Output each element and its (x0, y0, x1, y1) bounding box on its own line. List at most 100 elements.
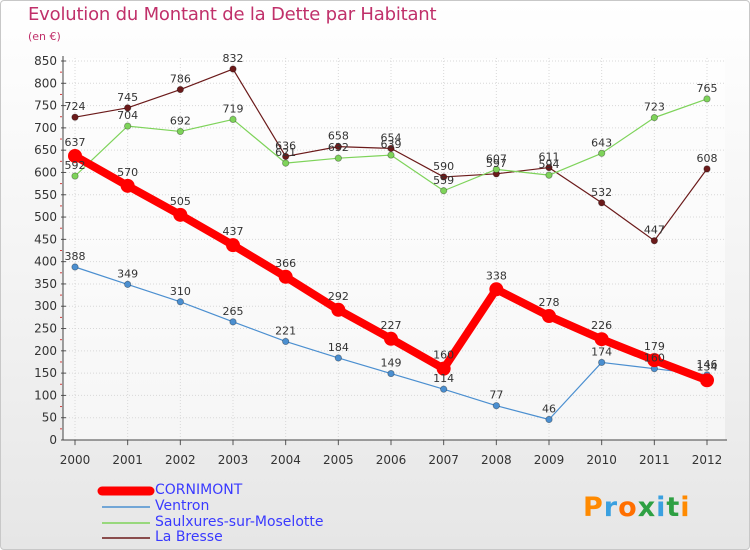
data-point (492, 165, 500, 173)
x-tick-label: 2007 (428, 453, 459, 467)
data-label: 77 (489, 389, 503, 402)
x-tick-label: 2004 (270, 453, 301, 467)
axes: 0 50 100 150 200 250 300 350 400 450 500 550 600 650 7… (34, 54, 727, 467)
y-tick-label: 0 (49, 433, 57, 447)
data-point (229, 115, 237, 124)
data-point (440, 187, 448, 195)
data-label: 146 (697, 358, 718, 371)
y-tick-label: 50 (42, 411, 57, 425)
x-tick-label: 2010 (586, 453, 617, 467)
data-label: 590 (433, 160, 454, 173)
data-point (71, 113, 79, 121)
logo-letter: r (603, 492, 619, 523)
logo-letter: i (656, 492, 667, 523)
data-point (334, 154, 342, 162)
data-label: 607 (486, 152, 507, 165)
data-point (71, 263, 79, 271)
x-tick-label: 2005 (323, 453, 354, 467)
data-point (545, 171, 553, 179)
data-label: 310 (170, 285, 191, 298)
data-point (387, 151, 395, 159)
y-tick-label: 600 (34, 165, 57, 179)
data-point (650, 237, 658, 245)
data-point (594, 332, 609, 347)
data-label: 654 (381, 131, 402, 144)
data-label: 160 (433, 349, 454, 362)
data-point (176, 85, 184, 94)
data-point (598, 358, 606, 367)
data-point (545, 415, 553, 424)
data-point (598, 199, 606, 207)
data-label: 636 (275, 139, 296, 152)
y-tick-label: 750 (34, 99, 57, 113)
data-label: 724 (65, 100, 86, 113)
data-point (229, 318, 237, 326)
y-tick-label: 700 (34, 121, 57, 135)
data-label: 388 (65, 250, 86, 263)
data-label: 597 (486, 157, 507, 170)
y-tick-label: 250 (34, 322, 57, 336)
x-tick-label: 2008 (481, 453, 512, 467)
series-group (68, 65, 714, 424)
x-tick-label: 2000 (60, 453, 91, 467)
data-label: 632 (328, 141, 349, 154)
logo-letter: x (637, 492, 657, 523)
data-point (436, 361, 451, 376)
y-tick-label: 350 (34, 277, 57, 291)
x-tick-label: 2012 (692, 453, 723, 467)
data-point (489, 282, 504, 297)
data-label: 637 (65, 136, 86, 149)
data-point (124, 104, 132, 112)
y-tick-label: 200 (34, 344, 57, 358)
x-tick-label: 2011 (639, 453, 670, 467)
data-label: 621 (275, 146, 296, 159)
data-point (120, 178, 135, 193)
data-label: 559 (433, 174, 454, 187)
data-point (440, 173, 448, 181)
data-label: 134 (697, 360, 718, 373)
y-tick-label: 550 (34, 188, 57, 202)
data-point (282, 152, 290, 161)
data-point (647, 353, 662, 368)
y-tick-label: 850 (34, 54, 57, 68)
data-point (124, 280, 132, 288)
data-point (703, 95, 711, 103)
data-point (229, 65, 237, 73)
data-label: 149 (381, 357, 402, 370)
data-point (124, 122, 132, 130)
data-label: 278 (539, 296, 560, 309)
data-label: 532 (591, 186, 612, 199)
data-point (545, 163, 553, 172)
x-tick-label: 2006 (376, 453, 407, 467)
data-label: 570 (117, 166, 138, 179)
data-point (650, 114, 658, 122)
legend (97, 486, 155, 539)
data-point (282, 337, 290, 346)
data-label: 692 (170, 114, 191, 127)
data-point (384, 331, 398, 346)
data-point (176, 127, 184, 136)
data-label: 227 (381, 319, 402, 332)
legend-label: CORNIMONT (155, 482, 243, 498)
x-tick-label: 2001 (112, 453, 143, 467)
data-label: 366 (275, 257, 296, 270)
legend-label: Ventron (155, 498, 210, 514)
y-tick-label: 650 (34, 143, 57, 157)
data-label: 765 (697, 82, 718, 95)
data-label: 338 (486, 269, 507, 282)
data-point (173, 207, 188, 222)
data-label: 114 (433, 372, 454, 385)
legend-label: Saulxures-sur-Moselotte (155, 514, 324, 530)
x-tick-label: 2002 (165, 453, 196, 467)
x-tick-label: 2003 (218, 453, 249, 467)
y-tick-label: 400 (34, 255, 57, 269)
y-tick-label: 100 (34, 388, 57, 402)
data-point (68, 148, 82, 163)
x-tick-label: 2009 (534, 453, 565, 467)
data-point (282, 159, 290, 167)
data-label: 723 (644, 101, 665, 114)
data-point (703, 165, 711, 173)
data-point (387, 369, 395, 378)
data-label: 594 (539, 158, 560, 171)
